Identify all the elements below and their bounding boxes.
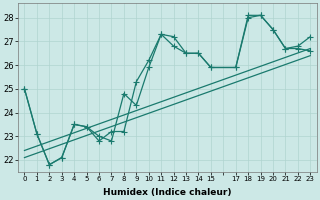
X-axis label: Humidex (Indice chaleur): Humidex (Indice chaleur): [103, 188, 232, 197]
